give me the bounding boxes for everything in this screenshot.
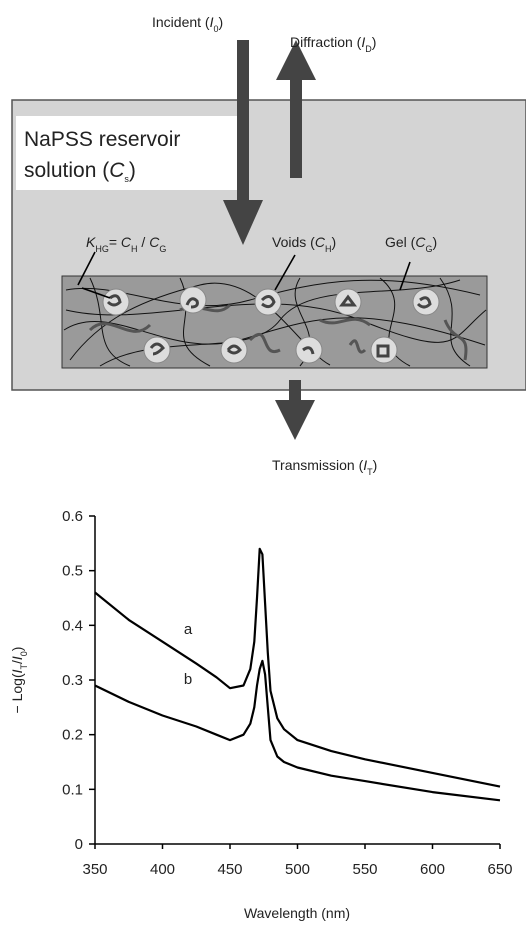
series-label: a <box>184 621 193 638</box>
reservoir-label: solution (Cs) <box>24 159 136 184</box>
x-axis-label: Wavelength (nm) <box>244 905 350 921</box>
transmission-arrow <box>275 380 315 440</box>
diffraction-label: Diffraction (ID) <box>290 34 376 54</box>
partition-label: KHG= CH / CG <box>86 234 166 254</box>
diffraction-arrow <box>276 40 316 178</box>
x-tick-label: 350 <box>82 861 107 878</box>
incident-label: Incident (I0) <box>152 14 223 34</box>
y-tick-label: 0 <box>75 836 83 853</box>
series-label: b <box>184 671 192 688</box>
gel-label: Gel (CG) <box>385 234 437 254</box>
line-series <box>94 547 501 788</box>
y-tick-label: 0.6 <box>62 508 83 525</box>
y-axis-label: − Log(IT/I0) <box>9 647 29 714</box>
incident-arrow <box>223 40 263 245</box>
line-series <box>94 659 501 802</box>
y-tick-label: 0.2 <box>62 727 83 744</box>
voids-label: Voids (CH) <box>272 234 336 254</box>
x-tick-label: 450 <box>217 861 242 878</box>
x-tick-label: 650 <box>487 861 512 878</box>
x-tick-label: 600 <box>420 861 445 878</box>
x-tick-label: 500 <box>285 861 310 878</box>
y-tick-label: 0.4 <box>62 617 83 634</box>
x-tick-label: 400 <box>150 861 175 878</box>
y-tick-label: 0.1 <box>62 781 83 798</box>
y-tick-label: 0.3 <box>62 672 83 689</box>
x-tick-label: 550 <box>352 861 377 878</box>
label-box <box>16 116 248 190</box>
y-tick-label: 0.5 <box>62 563 83 580</box>
reservoir-label: NaPSS reservoir <box>24 128 180 151</box>
transmission-label: Transmission (IT) <box>272 457 377 477</box>
pointer-arrows <box>77 251 411 299</box>
void-polymers <box>106 294 432 358</box>
